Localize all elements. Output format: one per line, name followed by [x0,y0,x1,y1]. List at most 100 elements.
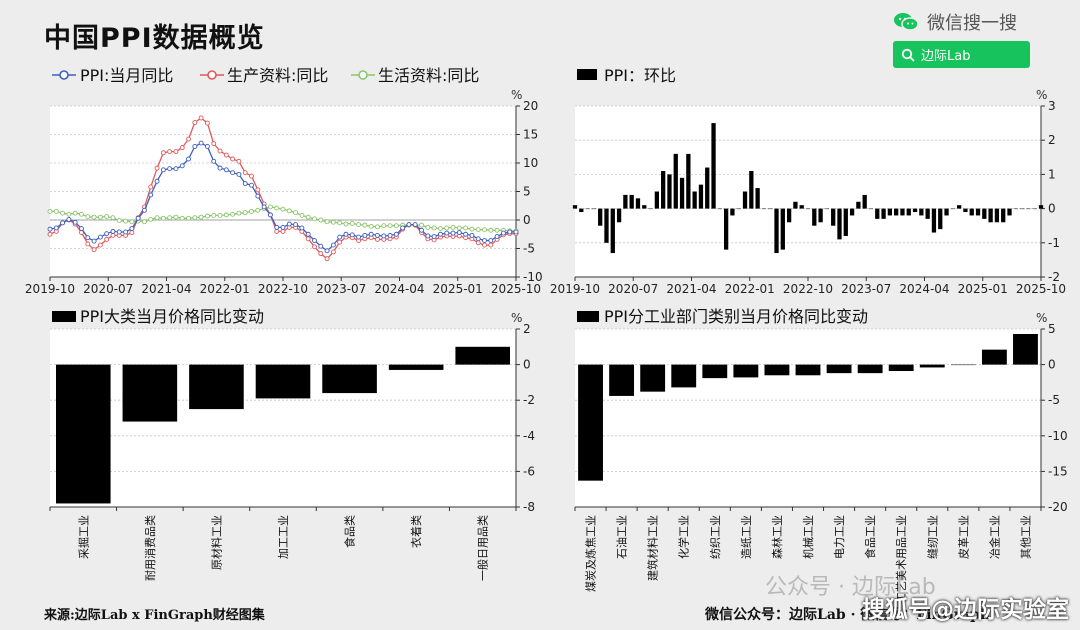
category-label: 食品类 [343,515,357,548]
category-bar [857,364,883,374]
series-point [85,214,91,220]
y-tick-label: 2 [1048,133,1056,147]
mom-bar [812,208,817,226]
series-point [255,193,261,199]
mom-bar [919,208,924,216]
category-bar [702,364,728,379]
search-icon [901,48,915,62]
series-point [305,231,311,237]
x-tick-label: 2023-07 [316,282,366,296]
series-point [412,222,418,228]
series-point [444,225,450,231]
series-point [431,225,437,231]
mom-bar [843,208,848,236]
series-point [192,215,198,221]
legend-ppi-mom: PPI：环比 [604,66,676,85]
series-point [299,212,305,218]
legend-swatch-category [52,311,76,322]
series-point [312,238,317,243]
series-point [463,225,469,231]
series-point [356,234,362,240]
category-label: 化学工业 [677,515,691,559]
series-point [393,231,399,237]
category-bar [888,364,914,372]
series-point [330,242,336,248]
series-point [324,256,330,262]
series-point [305,236,311,242]
x-tick-label: 2025-01 [433,282,483,296]
mom-bar [950,208,955,210]
series-point [97,234,103,240]
series-point [337,239,343,245]
x-tick-label: 2020-07 [83,282,133,296]
mom-bar [818,208,823,223]
mom-bar [805,208,811,210]
category-bar [578,364,603,481]
series-point [230,211,236,217]
series-point [406,222,412,228]
series-point [469,226,475,232]
mom-bar [994,208,1000,223]
mom-bar [598,208,603,226]
mom-bar [642,205,647,209]
series-point [431,234,437,239]
series-point [261,204,267,210]
series-point [337,234,343,240]
category-label: 电力工业 [833,515,846,559]
series-point [104,214,110,220]
series-point [186,156,191,162]
search-button[interactable]: 边际Lab [893,41,1030,68]
series-point [97,214,103,220]
series-point [249,208,254,214]
series-point [469,232,475,238]
mom-bar [912,208,918,213]
mom-bar [938,208,943,230]
series-point [129,219,135,225]
series-point [91,247,97,253]
series-point [230,156,236,162]
footer-account: 微信公众号：边际Lab · 微信号：FinGraph [705,607,991,623]
series-point [129,230,135,235]
mom-chart-unit: % [1036,88,1047,102]
series-point [173,166,179,172]
series-point [305,214,311,220]
mom-bar [616,208,622,223]
mom-bar [931,208,937,233]
mom-bar [925,208,930,219]
series-point [349,232,355,238]
y-tick-label: -15 [1048,464,1068,478]
line-chart-unit: % [511,88,522,102]
y-tick-label: -5 [1048,393,1060,407]
mom-bar [667,174,672,209]
ppi-yoy-legend: PPI:当月同比 生产资料:同比 生活资料:同比 [52,66,479,85]
series-point [393,223,399,229]
category-label: 建筑材料工业 [646,515,660,581]
mom-bar [717,208,722,210]
category-label: 皮革工业 [956,515,970,559]
series-point [267,204,273,210]
category-bar [455,346,511,365]
sector-chart-title: PPI分工业部门类别当月价格同比变动 [604,307,868,326]
series-point [123,218,129,224]
y-tick-label: 3 [1048,99,1056,113]
mom-bar [572,205,578,209]
series-point [72,219,78,225]
series-point [173,214,179,220]
series-point [437,226,443,232]
series-point [425,233,431,239]
y-tick-label: 20 [523,99,538,113]
mom-bar [944,208,949,216]
series-point [110,228,116,234]
series-point [198,140,204,146]
series-point [204,144,210,149]
series-point [362,232,368,238]
category-bar [826,364,852,374]
series-point [142,207,147,213]
series-point [110,232,116,238]
category-bar [255,364,311,399]
series-point [475,240,481,246]
mom-bar [824,208,830,210]
wechat-search-label[interactable]: 微信搜一搜 [893,9,1017,35]
series-point [154,165,160,171]
series-point [53,225,59,231]
